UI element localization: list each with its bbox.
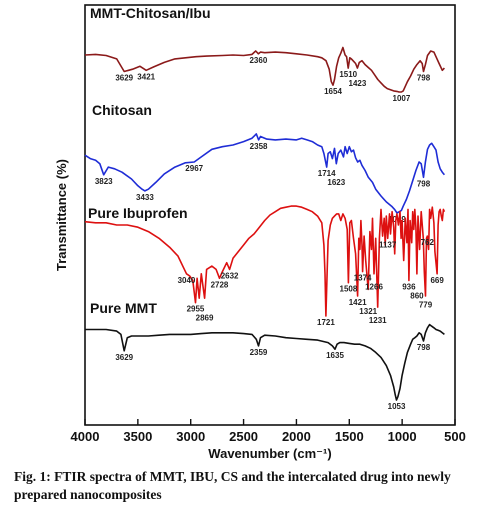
peak-label: 1721 bbox=[317, 318, 335, 327]
plot-frame bbox=[84, 4, 456, 426]
x-tick-label: 2000 bbox=[282, 429, 311, 444]
x-tick-label: 1000 bbox=[388, 429, 417, 444]
plot-border bbox=[84, 4, 456, 426]
peak-label: 2360 bbox=[249, 56, 267, 65]
x-tick-label: 3000 bbox=[176, 429, 205, 444]
peak-label: 1423 bbox=[349, 79, 367, 88]
x-tick-label: 3500 bbox=[123, 429, 152, 444]
peak-label: 1321 bbox=[359, 307, 377, 316]
peak-label: 798 bbox=[417, 179, 431, 188]
peak-label: 1231 bbox=[369, 316, 387, 325]
peak-label: 1137 bbox=[379, 240, 397, 249]
peak-label: 1510 bbox=[339, 70, 357, 79]
peak-label: 1635 bbox=[326, 351, 344, 360]
series-line bbox=[85, 323, 445, 401]
peak-label: 1508 bbox=[340, 285, 358, 294]
x-tick-label: 2500 bbox=[229, 429, 258, 444]
series-name-label: Pure MMT bbox=[90, 300, 157, 316]
peak-label: 2359 bbox=[250, 348, 268, 357]
peak-label: 1654 bbox=[324, 87, 342, 96]
ftir-chart: MMT-Chitosan/Ibu 3629 3421 2360 1654 15101423… bbox=[54, 4, 466, 461]
peak-label: 3433 bbox=[136, 193, 154, 202]
peak-label: 1714 bbox=[318, 169, 336, 178]
series-name-label: Chitosan bbox=[92, 102, 152, 118]
peak-label: 1007 bbox=[393, 94, 411, 103]
series-name-label: Pure Ibuprofen bbox=[88, 205, 188, 221]
peak-label: 2869 bbox=[196, 314, 214, 323]
series-name-label: MMT-Chitosan/Ibu bbox=[90, 5, 211, 21]
peak-label: 2955 bbox=[187, 305, 205, 314]
peak-label: 860 bbox=[410, 291, 424, 300]
peak-label: 936 bbox=[402, 282, 416, 291]
series-pure-mmt: Pure MMT 3629 2359 1635 1053 798 bbox=[85, 300, 445, 411]
series-line bbox=[84, 205, 446, 317]
series-mmt-chitosan-ibu: MMT-Chitosan/Ibu 3629 3421 2360 1654 15101423… bbox=[84, 5, 445, 103]
peak-label: 2967 bbox=[185, 164, 203, 173]
peak-label: 1374 bbox=[354, 274, 372, 283]
peak-label: 762 bbox=[421, 238, 435, 247]
peak-label: 1053 bbox=[388, 402, 406, 411]
peak-label: 2358 bbox=[250, 142, 268, 151]
peak-label: 798 bbox=[417, 73, 431, 82]
figure-caption: Fig. 1: FTIR spectra of MMT, IBU, CS and… bbox=[14, 469, 451, 502]
peak-label: 779 bbox=[419, 300, 433, 309]
peak-label: 1623 bbox=[327, 178, 345, 187]
series-line bbox=[84, 46, 445, 93]
peak-label: 3823 bbox=[95, 177, 113, 186]
peak-label: 798 bbox=[417, 343, 431, 352]
peak-label: 1421 bbox=[349, 298, 367, 307]
x-ticks: 4000 3500 3000 2500 2000 1500 1000 500 bbox=[71, 419, 466, 444]
x-tick-label: 500 bbox=[444, 429, 466, 444]
peak-label: 3421 bbox=[137, 72, 155, 81]
x-tick-label: 4000 bbox=[71, 429, 100, 444]
peak-label: 3629 bbox=[115, 73, 133, 82]
series-line bbox=[84, 133, 446, 214]
peak-label: 3629 bbox=[115, 353, 133, 362]
x-tick-label: 1500 bbox=[335, 429, 364, 444]
series-layer: MMT-Chitosan/Ibu 3629 3421 2360 1654 15101423… bbox=[84, 5, 446, 411]
y-axis-title: Transmittance (%) bbox=[54, 159, 69, 271]
peak-label: 1266 bbox=[365, 283, 383, 292]
peak-label: 3040 bbox=[178, 276, 196, 285]
x-axis-title: Wavenumber (cm⁻¹) bbox=[208, 446, 331, 461]
peak-label: 2632 bbox=[221, 271, 239, 280]
peak-label: 669 bbox=[430, 276, 444, 285]
peak-label: 2728 bbox=[211, 280, 229, 289]
